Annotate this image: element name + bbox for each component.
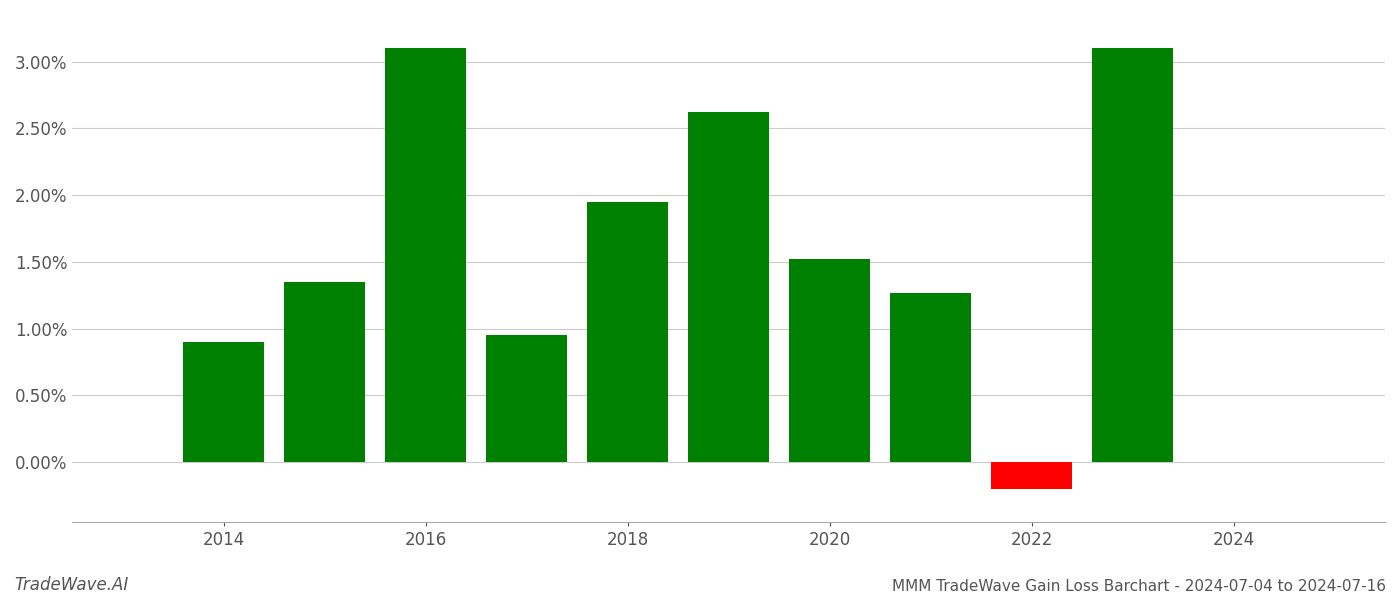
Bar [183,342,265,462]
Bar [1092,49,1173,462]
Bar [790,259,869,462]
Bar [284,282,365,462]
Bar [890,293,972,462]
Bar [385,49,466,462]
Text: MMM TradeWave Gain Loss Barchart - 2024-07-04 to 2024-07-16: MMM TradeWave Gain Loss Barchart - 2024-… [892,579,1386,594]
Bar [991,462,1072,488]
Bar [588,202,668,462]
Bar [486,335,567,462]
Bar [689,112,769,462]
Text: TradeWave.AI: TradeWave.AI [14,576,129,594]
